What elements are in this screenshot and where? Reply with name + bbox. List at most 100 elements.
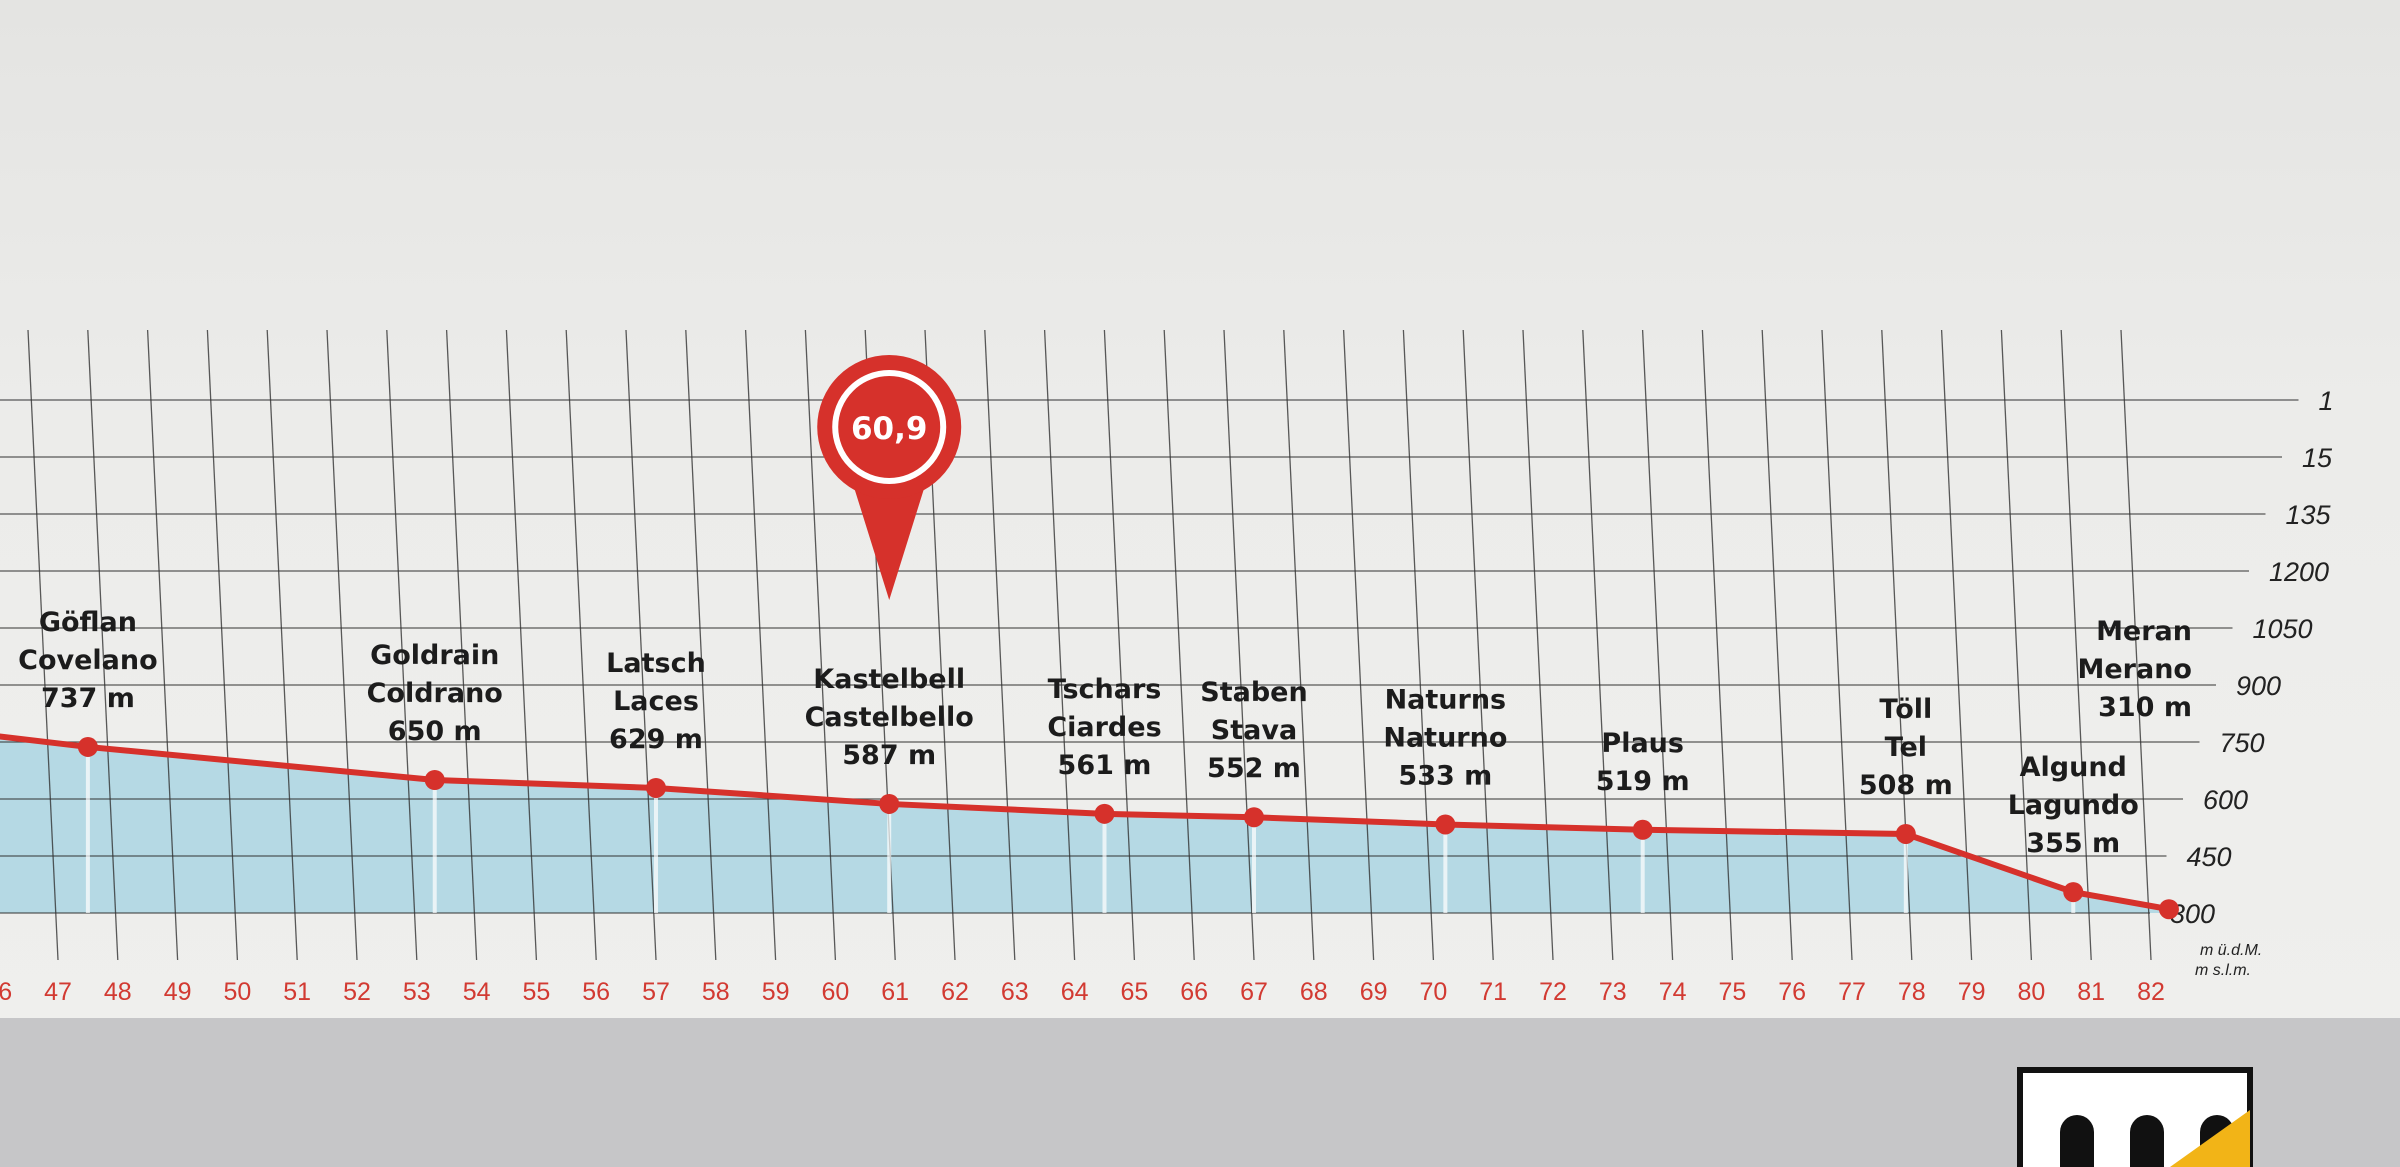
station-label: Naturns xyxy=(1385,684,1507,715)
station-label: Naturno xyxy=(1383,722,1507,753)
grid-line-v xyxy=(1641,329,1674,961)
station-point xyxy=(1435,814,1456,835)
station-point xyxy=(646,777,666,798)
x-tick-label: 78 xyxy=(1898,978,1926,1006)
grid-line-v xyxy=(1462,329,1494,961)
y-tick-label: 750 xyxy=(2220,728,2265,758)
x-tick-label: 55 xyxy=(522,978,550,1006)
station-point xyxy=(77,736,98,757)
station-label: Meran xyxy=(2096,616,2192,647)
grid-line-v xyxy=(87,329,119,961)
x-tick-label: 70 xyxy=(1419,978,1447,1006)
station-label: 650 m xyxy=(388,716,482,747)
profile-area xyxy=(0,736,2169,913)
x-tick-label: 68 xyxy=(1300,978,1328,1006)
y-tick-label: 900 xyxy=(2236,671,2281,701)
position-marker: 60,9 xyxy=(817,355,962,600)
station-point xyxy=(2158,899,2179,920)
station-label: 737 m xyxy=(41,683,135,714)
marker-label: 60,9 xyxy=(851,411,928,447)
station-point xyxy=(1094,803,1115,824)
grid-line-v xyxy=(1223,329,1255,961)
unit-label: m s.l.m. xyxy=(2195,962,2251,979)
grid-line-v xyxy=(505,329,538,961)
y-tick-label: 135 xyxy=(2286,500,2332,530)
station-label: Staben xyxy=(1200,677,1307,708)
grid-line-v xyxy=(1283,329,1315,961)
x-tick-label: 57 xyxy=(642,978,670,1006)
grid-line-v xyxy=(625,329,657,961)
station-label: 561 m xyxy=(1058,750,1152,781)
grid-line-v xyxy=(206,329,239,961)
x-tick-label: 67 xyxy=(1240,978,1268,1006)
station-point xyxy=(879,793,900,814)
grid-line-v xyxy=(1582,329,1614,961)
station-label: Kastelbell xyxy=(813,664,965,695)
grid-line-v xyxy=(1761,329,1793,961)
grid-line-v xyxy=(326,329,358,961)
station-label: 629 m xyxy=(609,724,703,755)
lower-panel xyxy=(0,1018,2400,1167)
station-label: Stava xyxy=(1211,715,1297,746)
station-label: Ciardes xyxy=(1047,712,1161,743)
grid-line-v xyxy=(2120,329,2152,961)
x-tick-label: 56 xyxy=(582,978,610,1006)
x-tick-label: 53 xyxy=(403,978,431,1006)
x-tick-label: 82 xyxy=(2137,978,2165,1006)
x-tick-label: 46 xyxy=(0,978,12,1006)
station-point xyxy=(1244,807,1264,828)
station-label: Tel xyxy=(1885,732,1927,763)
x-tick-label: 49 xyxy=(164,978,192,1006)
station-label: 310 m xyxy=(2098,692,2192,723)
x-tick-label: 76 xyxy=(1778,978,1806,1006)
y-tick-label: 600 xyxy=(2203,785,2248,815)
x-tick-label: 59 xyxy=(762,978,790,1006)
grid-line-v xyxy=(804,329,837,961)
x-tick-label: 51 xyxy=(283,978,311,1006)
x-tick-label: 54 xyxy=(463,978,491,1006)
x-tick-label: 65 xyxy=(1120,978,1148,1006)
grid-line-v xyxy=(1342,329,1375,961)
logo-shape xyxy=(2170,1110,2250,1167)
x-tick-label: 80 xyxy=(2017,978,2045,1006)
grid-line-v xyxy=(266,329,298,961)
station-label: Göflan xyxy=(39,607,137,638)
logo-shape xyxy=(2060,1115,2094,1167)
marker-circle xyxy=(817,355,962,499)
x-tick-label: 63 xyxy=(1001,978,1029,1006)
station-point xyxy=(1895,823,1916,844)
x-tick-label: 71 xyxy=(1479,978,1507,1006)
x-tick-label: 69 xyxy=(1360,978,1388,1006)
grid-line-v xyxy=(146,329,179,961)
station-label: Algund xyxy=(2020,752,2127,783)
grid-line-v xyxy=(1701,329,1734,961)
grid-line-v xyxy=(565,329,597,961)
y-tick-label: 1050 xyxy=(2253,614,2313,644)
station-label: 533 m xyxy=(1398,760,1492,791)
logo-shape xyxy=(2130,1115,2164,1167)
station-label: Coldrano xyxy=(367,678,503,709)
x-tick-label: 62 xyxy=(941,978,969,1006)
grid-line-v xyxy=(685,329,717,961)
x-tick-label: 60 xyxy=(821,978,849,1006)
x-tick-label: 66 xyxy=(1180,978,1208,1006)
grid-line-v xyxy=(2060,329,2092,961)
station-label: Tschars xyxy=(1048,674,1162,705)
grid-line-v xyxy=(1821,329,1853,961)
x-tick-label: 77 xyxy=(1838,978,1866,1006)
grid-line-v xyxy=(1163,329,1195,961)
station-label: Lagundo xyxy=(2008,790,2139,821)
x-tick-label: 79 xyxy=(1958,978,1986,1006)
x-tick-label: 50 xyxy=(223,978,251,1006)
x-tick-label: 72 xyxy=(1539,978,1567,1006)
x-tick-label: 47 xyxy=(44,978,72,1006)
station-label: 355 m xyxy=(2026,828,2120,859)
station-point xyxy=(424,770,445,790)
station-label: Goldrain xyxy=(370,640,499,671)
x-tick-label: 81 xyxy=(2077,978,2105,1006)
grid-line-v xyxy=(744,329,777,961)
station-point xyxy=(1632,819,1653,840)
station-label: Merano xyxy=(2078,654,2193,685)
